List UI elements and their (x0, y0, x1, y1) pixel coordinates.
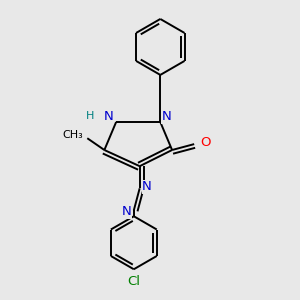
Text: Cl: Cl (127, 274, 140, 287)
Text: N: N (142, 180, 152, 193)
Text: CH₃: CH₃ (62, 130, 83, 140)
Text: N: N (104, 110, 114, 123)
Text: N: N (161, 110, 171, 123)
Text: H: H (86, 111, 94, 121)
Text: N: N (122, 205, 131, 218)
Text: O: O (201, 136, 211, 149)
